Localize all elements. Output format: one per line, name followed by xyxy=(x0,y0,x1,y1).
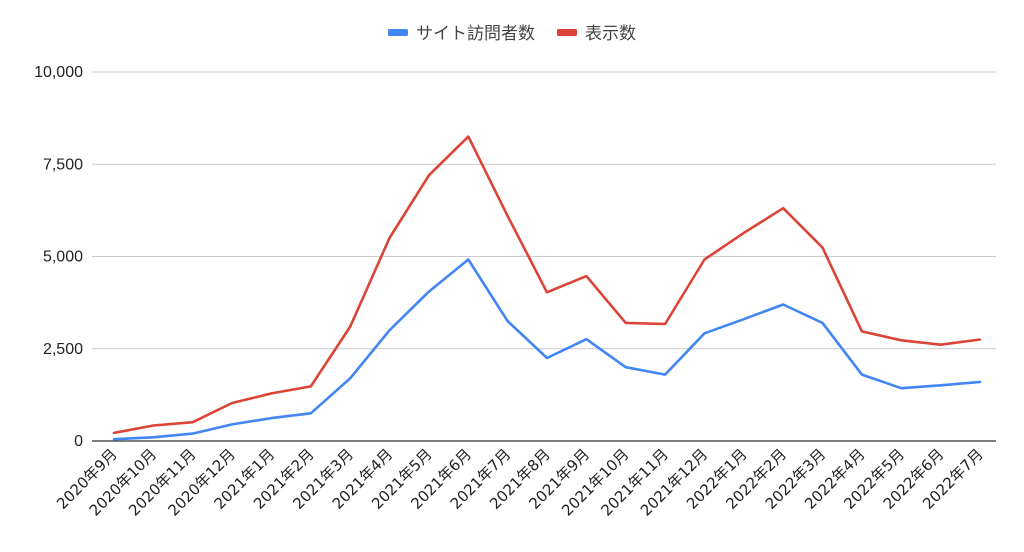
y-tick-label: 5,000 xyxy=(43,249,83,266)
y-tick-label: 0 xyxy=(74,433,83,450)
legend-label: 表示数 xyxy=(585,24,636,44)
y-tick-label: 2,500 xyxy=(43,341,83,358)
y-tick-label: 7,500 xyxy=(43,156,83,173)
y-axis-ticks: 0 2,500 5,000 7,500 10,000 xyxy=(34,64,83,450)
legend: サイト訪問者数 表示数 xyxy=(388,24,636,44)
legend-swatch xyxy=(557,29,577,36)
y-tick-label: 10,000 xyxy=(34,64,83,81)
x-axis-ticks: 2020年9月2020年10月2020年11月2020年12月2021年1月20… xyxy=(53,445,987,519)
legend-swatch xyxy=(388,29,408,36)
gridlines xyxy=(92,71,996,442)
legend-label: サイト訪問者数 xyxy=(416,24,535,44)
series-lines xyxy=(112,135,982,441)
series-line-1 xyxy=(112,258,982,441)
series-line-2 xyxy=(112,135,982,435)
